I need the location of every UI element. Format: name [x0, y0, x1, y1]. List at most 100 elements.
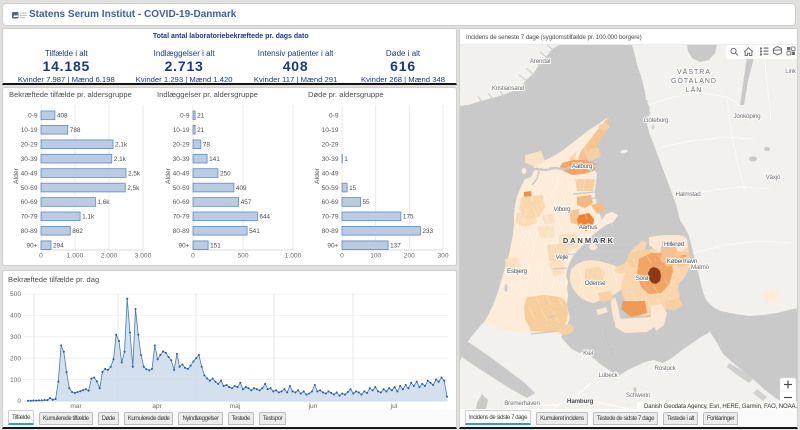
- svg-text:50-59: 50-59: [21, 185, 38, 192]
- svg-text:Bekræftede tilfælde pr. alders: Bekræftede tilfælde pr. aldersgruppe: [9, 90, 132, 99]
- svg-text:200: 200: [10, 355, 21, 362]
- svg-text:0: 0: [191, 252, 195, 259]
- svg-text:300: 300: [10, 334, 21, 341]
- svg-text:60-69: 60-69: [173, 199, 190, 206]
- svg-text:apr: apr: [152, 403, 162, 410]
- svg-text:2,5k: 2,5k: [128, 170, 141, 177]
- svg-text:2,1k: 2,1k: [115, 142, 128, 149]
- svg-text:Hillerød: Hillerød: [664, 241, 685, 248]
- svg-text:Alder: Alder: [13, 167, 20, 184]
- svg-text:Kiel: Kiel: [583, 350, 593, 357]
- svg-text:151: 151: [210, 243, 221, 250]
- svg-text:78: 78: [203, 142, 211, 149]
- svg-text:10-19: 10-19: [21, 127, 38, 134]
- svg-text:Halmstad: Halmstad: [676, 191, 702, 198]
- svg-text:862: 862: [72, 228, 83, 235]
- svg-text:0-9: 0-9: [28, 113, 38, 120]
- svg-text:D A N M A R K: D A N M A R K: [563, 236, 614, 245]
- svg-text:Aalborg: Aalborg: [572, 163, 593, 170]
- svg-text:Sorø: Sorø: [636, 275, 649, 282]
- svg-text:60-69: 60-69: [322, 199, 339, 206]
- svg-text:0-9: 0-9: [329, 113, 339, 120]
- svg-text:Aarhus: Aarhus: [579, 224, 598, 231]
- svg-text:457: 457: [241, 199, 252, 206]
- svg-text:0: 0: [340, 252, 344, 259]
- svg-text:Døde pr. aldersgruppe: Døde pr. aldersgruppe: [308, 90, 384, 99]
- svg-text:1.000: 1.000: [67, 252, 84, 259]
- svg-text:294: 294: [53, 243, 64, 250]
- svg-text:100: 100: [370, 252, 381, 259]
- svg-text:50-59: 50-59: [322, 185, 339, 192]
- svg-text:Schwerin: Schwerin: [626, 392, 651, 399]
- svg-text:10-19: 10-19: [322, 127, 339, 134]
- svg-text:30-39: 30-39: [21, 156, 38, 163]
- svg-text:1,1k: 1,1k: [82, 214, 95, 221]
- svg-text:30-39: 30-39: [322, 156, 339, 163]
- svg-text:mar: mar: [70, 403, 82, 410]
- svg-text:2,1k: 2,1k: [114, 156, 127, 163]
- svg-text:137: 137: [390, 243, 401, 250]
- svg-text:300: 300: [437, 252, 448, 259]
- svg-text:80-89: 80-89: [173, 228, 190, 235]
- svg-text:GÖTALAND: GÖTALAND: [671, 77, 717, 85]
- svg-text:40-49: 40-49: [173, 170, 190, 177]
- svg-text:VÄSTRA: VÄSTRA: [677, 68, 711, 76]
- svg-text:jul: jul: [390, 403, 398, 410]
- svg-text:50-59: 50-59: [173, 185, 190, 192]
- svg-text:40-49: 40-49: [21, 170, 38, 177]
- svg-text:3.000: 3.000: [135, 252, 152, 259]
- svg-text:LÄN: LÄN: [686, 86, 703, 94]
- svg-text:200: 200: [404, 252, 415, 259]
- svg-text:0: 0: [17, 398, 21, 405]
- svg-text:Danish Geodata Agency, Esri, H: Danish Geodata Agency, Esri, HERE, Garmi…: [644, 404, 797, 409]
- svg-text:40-49: 40-49: [322, 170, 339, 177]
- svg-text:Lübeck: Lübeck: [598, 372, 618, 379]
- svg-text:175: 175: [403, 214, 414, 221]
- svg-text:500: 500: [10, 291, 21, 298]
- svg-text:Kristiansand: Kristiansand: [492, 85, 525, 92]
- svg-text:10-19: 10-19: [173, 127, 190, 134]
- svg-text:70-79: 70-79: [322, 214, 339, 221]
- svg-text:70-79: 70-79: [173, 214, 190, 221]
- svg-text:1: 1: [344, 156, 348, 163]
- svg-text:788: 788: [70, 127, 81, 134]
- svg-text:90+: 90+: [26, 243, 37, 250]
- svg-text:55: 55: [363, 199, 371, 206]
- svg-text:maj: maj: [230, 403, 241, 410]
- svg-text:2,5k: 2,5k: [127, 185, 140, 192]
- svg-text:Odense: Odense: [585, 280, 607, 287]
- svg-text:21: 21: [197, 127, 205, 134]
- svg-text:Arendal: Arendal: [530, 58, 550, 65]
- svg-text:250: 250: [220, 170, 231, 177]
- svg-text:Rostock: Rostock: [654, 365, 676, 372]
- svg-text:Viborg: Viborg: [554, 206, 572, 213]
- svg-text:Indlæggelser pr. aldersgruppe: Indlæggelser pr. aldersgruppe: [157, 90, 258, 99]
- svg-text:30-39: 30-39: [173, 156, 190, 163]
- svg-text:60-69: 60-69: [21, 199, 38, 206]
- svg-text:2.000: 2.000: [101, 252, 118, 259]
- svg-text:80-89: 80-89: [322, 228, 339, 235]
- svg-text:15: 15: [349, 185, 357, 192]
- svg-text:Alder: Alder: [165, 167, 172, 184]
- svg-text:jun: jun: [308, 403, 318, 410]
- svg-text:Vejle: Vejle: [556, 254, 569, 261]
- svg-text:Link: Link: [785, 68, 797, 75]
- svg-text:København: København: [667, 258, 698, 265]
- svg-text:Esbjerg: Esbjerg: [507, 268, 528, 275]
- svg-text:644: 644: [259, 214, 270, 221]
- svg-text:Jönköping: Jönköping: [734, 113, 762, 120]
- svg-text:409: 409: [236, 185, 247, 192]
- svg-text:70-79: 70-79: [21, 214, 38, 221]
- svg-text:Bremerhaven: Bremerhaven: [504, 400, 540, 407]
- svg-text:Alder: Alder: [314, 167, 321, 184]
- svg-text:Hamburg: Hamburg: [567, 398, 594, 405]
- svg-text:20-29: 20-29: [173, 142, 190, 149]
- svg-text:0: 0: [39, 252, 43, 259]
- svg-text:Göteborg: Göteborg: [644, 117, 669, 124]
- svg-text:20-29: 20-29: [21, 142, 38, 149]
- svg-text:1,6k: 1,6k: [97, 199, 110, 206]
- svg-text:20-29: 20-29: [322, 142, 339, 149]
- svg-text:100: 100: [10, 377, 21, 384]
- svg-text:80-89: 80-89: [21, 228, 38, 235]
- svg-text:408: 408: [57, 113, 68, 120]
